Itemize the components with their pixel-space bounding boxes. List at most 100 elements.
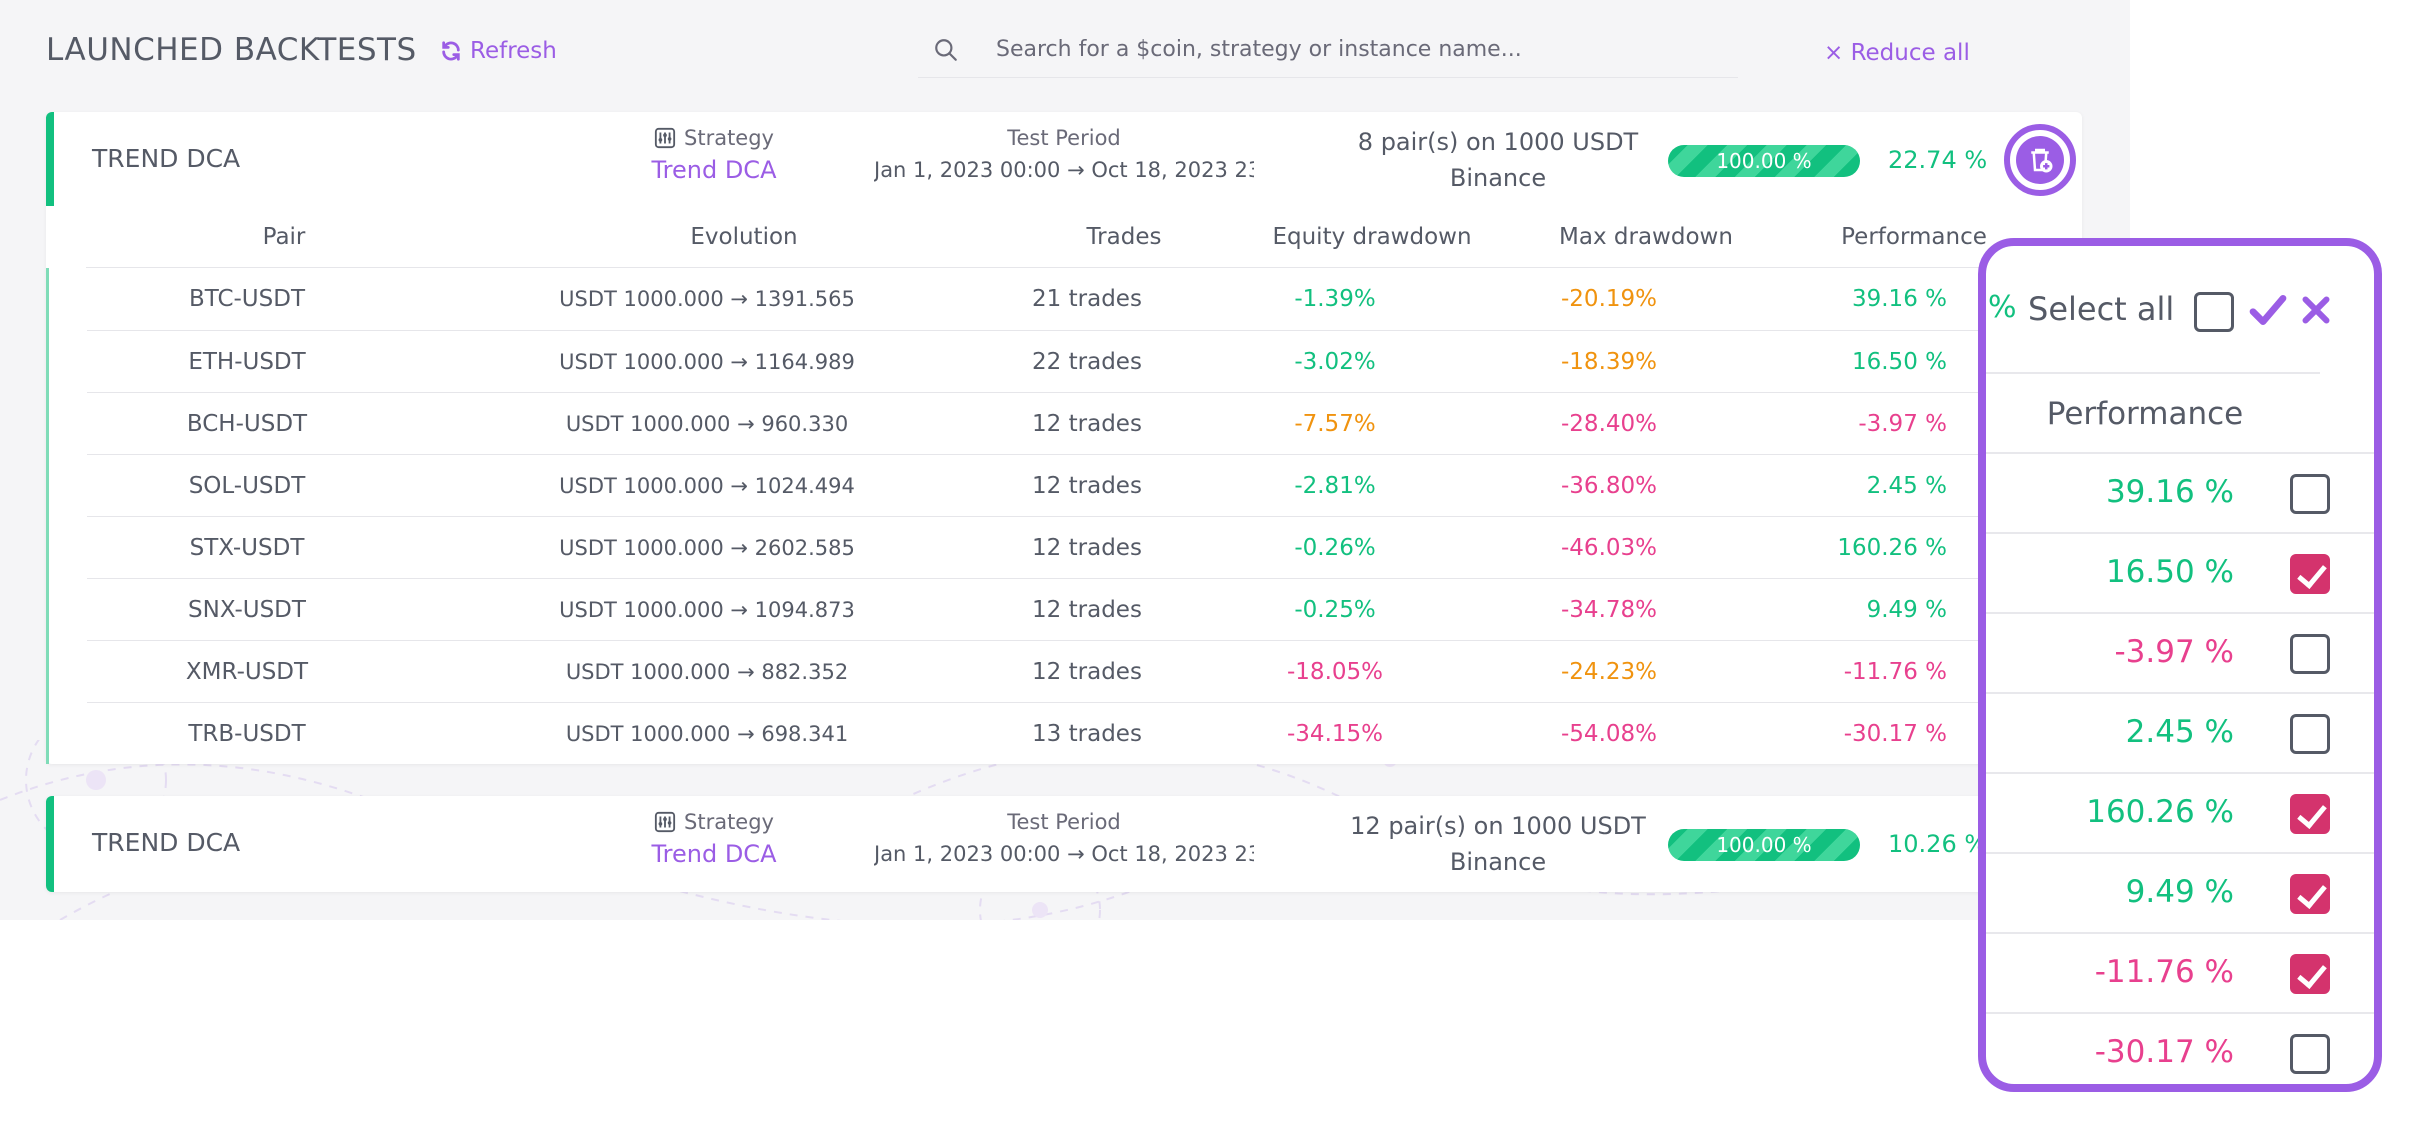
table-row[interactable]: SOL-USDT USDT 1000.000 → 1024.494 12 trade… (87, 454, 2082, 516)
progress-bar: 100.00 % (1668, 145, 1860, 177)
equity-drawdown-cell: -2.81% (1294, 473, 1376, 499)
col-trades[interactable]: Trades (1086, 224, 1162, 250)
performance-cell: 16.50 % (1851, 349, 1947, 375)
equity-drawdown-cell: -0.26% (1294, 535, 1376, 561)
search-input[interactable] (996, 37, 1716, 62)
divider (1986, 852, 2374, 854)
table-row[interactable]: ETH-USDT USDT 1000.000 → 1164.989 22 trade… (87, 330, 2082, 392)
divider (1986, 692, 2374, 694)
test-period-label: Test Period (1007, 810, 1121, 834)
popup-row: -30.17 % (1986, 1014, 2374, 1084)
test-period: Test Period Jan 1, 2023 00:00 → Oct 18, … (874, 126, 1254, 182)
strategy-link[interactable]: Trend DCA (651, 156, 777, 184)
refresh-button[interactable]: Refresh (440, 38, 557, 64)
evolution-cell: USDT 1000.000 → 960.330 (565, 412, 849, 436)
cancel-x-icon[interactable] (2298, 290, 2334, 330)
table-row[interactable]: BCH-USDT USDT 1000.000 → 960.330 12 trades… (87, 392, 2082, 454)
pair-cell: STX-USDT (189, 535, 305, 561)
evolution-cell: USDT 1000.000 → 882.352 (565, 660, 849, 684)
trades-cell: 12 trades (1032, 411, 1142, 437)
evolution-cell: USDT 1000.000 → 2602.585 (559, 536, 855, 560)
trades-cell: 12 trades (1032, 597, 1142, 623)
col-max-drawdown[interactable]: Max drawdown (1559, 224, 1733, 250)
performance-cell: 9.49 % (1866, 597, 1947, 623)
trades-cell: 13 trades (1032, 721, 1142, 747)
col-pair[interactable]: Pair (262, 224, 306, 250)
pair-checkbox[interactable] (2290, 474, 2330, 514)
max-drawdown-cell: -18.39% (1561, 349, 1657, 375)
popup-row: 2.45 % (1986, 694, 2374, 774)
popup-performance-header: Performance (2046, 396, 2244, 432)
backtest-header[interactable]: TREND DCA Strategy Trend DCA Test Period… (46, 796, 2082, 892)
pair-checkbox[interactable] (2290, 554, 2330, 594)
reduce-all-button[interactable]: × Reduce all (1824, 40, 1970, 66)
max-drawdown-cell: -36.80% (1561, 473, 1657, 499)
strategy-info: Strategy Trend DCA (594, 810, 834, 868)
pairs-summary: 12 pair(s) on 1000 USDT Binance (1318, 808, 1678, 880)
trades-cell: 22 trades (1032, 349, 1142, 375)
refresh-icon (442, 41, 460, 61)
table-body: BTC-USDT USDT 1000.000 → 1391.565 21 trade… (46, 268, 2082, 764)
evolution-cell: USDT 1000.000 → 1024.494 (559, 474, 855, 498)
popup-performance-value: 160.26 % (2086, 794, 2234, 830)
pair-checkbox[interactable] (2290, 634, 2330, 674)
pair-cell: TRB-USDT (188, 721, 306, 747)
col-evolution[interactable]: Evolution (690, 224, 798, 250)
popup-row: 39.16 % (1986, 454, 2374, 534)
backtest-name: TREND DCA (92, 828, 241, 857)
col-equity-drawdown[interactable]: Equity drawdown (1272, 224, 1472, 250)
popup-performance-value: -3.97 % (2114, 634, 2234, 670)
backtest-header[interactable]: TREND DCA Strategy Trend DCA Test Period… (46, 112, 2082, 206)
divider (1986, 932, 2374, 934)
exchange-name: Binance (1449, 164, 1547, 192)
evolution-cell: USDT 1000.000 → 1164.989 (559, 350, 855, 374)
pair-cell: BCH-USDT (186, 411, 308, 437)
pair-cell: ETH-USDT (188, 349, 306, 375)
performance-cell: -3.97 % (1858, 411, 1947, 437)
pair-checkbox[interactable] (2290, 714, 2330, 754)
table-header: Pair Evolution Trades Equity drawdown Ma… (86, 206, 2042, 268)
popup-row: 160.26 % (1986, 774, 2374, 854)
max-drawdown-cell: -54.08% (1561, 721, 1657, 747)
table-row[interactable]: TRB-USDT USDT 1000.000 → 698.341 13 trades… (87, 702, 2082, 764)
backtest-performance: 22.74 % (1888, 146, 1988, 174)
strategy-icon (654, 127, 676, 149)
strategy-link[interactable]: Trend DCA (651, 840, 777, 868)
backtest-performance: 10.26 % (1888, 830, 1988, 858)
equity-drawdown-cell: -7.57% (1294, 411, 1376, 437)
performance-cell: -30.17 % (1843, 721, 1947, 747)
strategy-info: Strategy Trend DCA (594, 126, 834, 184)
divider (1986, 1012, 2374, 1014)
performance-cell: 160.26 % (1837, 535, 1947, 561)
popup-performance-value: -30.17 % (2094, 1034, 2234, 1070)
test-period-value: Jan 1, 2023 00:00 → Oct 18, 2023 23:5 (874, 158, 1254, 182)
popup-row: 16.50 % (1986, 534, 2374, 614)
equity-drawdown-cell: -3.02% (1294, 349, 1376, 375)
table-row[interactable]: STX-USDT USDT 1000.000 → 2602.585 12 trade… (87, 516, 2082, 578)
table-row[interactable]: BTC-USDT USDT 1000.000 → 1391.565 21 trade… (87, 268, 2082, 330)
pair-checkbox[interactable] (2290, 954, 2330, 994)
evolution-cell: USDT 1000.000 → 698.341 (565, 722, 849, 746)
search-bar (918, 22, 1738, 78)
performance-cell: 39.16 % (1851, 286, 1947, 312)
delete-pairs-button[interactable] (2004, 124, 2076, 196)
table-row[interactable]: SNX-USDT USDT 1000.000 → 1094.873 12 trade… (87, 578, 2082, 640)
percent-fragment: % (1988, 290, 2017, 325)
divider (1986, 772, 2374, 774)
pairs-summary: 8 pair(s) on 1000 USDT Binance (1318, 124, 1678, 196)
col-performance[interactable]: Performance (1841, 224, 1987, 250)
pair-checkbox[interactable] (2290, 1034, 2330, 1074)
table-row[interactable]: XMR-USDT USDT 1000.000 → 882.352 12 trades… (87, 640, 2082, 702)
select-all-checkbox[interactable] (2194, 292, 2234, 332)
pairs-count: 12 pair(s) on 1000 USDT (1350, 812, 1646, 840)
popup-performance-value: 2.45 % (2125, 714, 2234, 750)
popup-performance-value: -11.76 % (2094, 954, 2234, 990)
confirm-check-icon[interactable] (2248, 290, 2288, 330)
pair-checkbox[interactable] (2290, 794, 2330, 834)
test-period: Test Period Jan 1, 2023 00:00 → Oct 18, … (874, 810, 1254, 866)
performance-cell: 2.45 % (1866, 473, 1947, 499)
popup-row: 9.49 % (1986, 854, 2374, 934)
max-drawdown-cell: -46.03% (1561, 535, 1657, 561)
pair-cell: BTC-USDT (188, 286, 306, 312)
pair-checkbox[interactable] (2290, 874, 2330, 914)
